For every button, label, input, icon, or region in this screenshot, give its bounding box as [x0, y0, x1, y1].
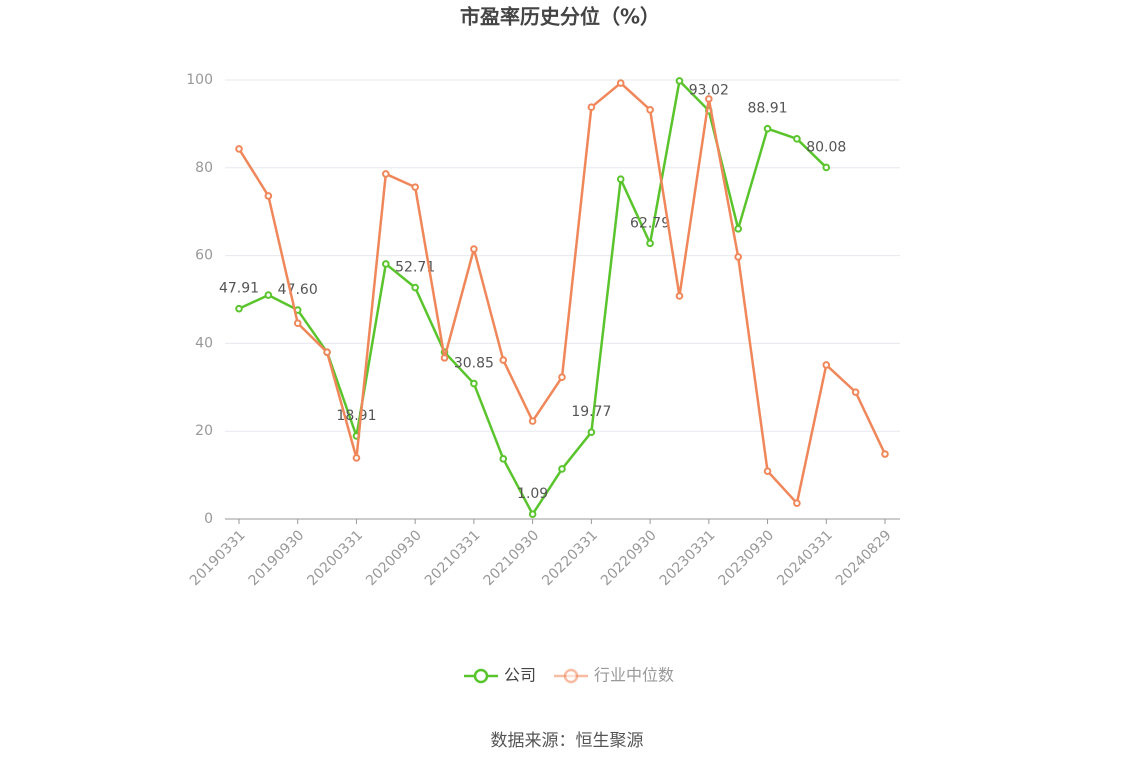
x-tick-label: 20230930 [715, 527, 777, 589]
point [705, 95, 713, 103]
point [499, 455, 508, 463]
point [587, 428, 596, 437]
x-tick-label: 20200331 [304, 527, 366, 589]
point [235, 145, 243, 153]
x-tick-label: 20230331 [657, 527, 719, 589]
point [793, 499, 801, 507]
chart-title: 市盈率历史分位（%） [460, 5, 660, 29]
point [382, 170, 390, 178]
point [616, 175, 625, 184]
point [352, 454, 361, 462]
point [822, 163, 831, 172]
x-tick-label: 20220930 [598, 527, 660, 589]
point [382, 260, 390, 268]
value-label: 52.71 [395, 260, 435, 276]
y-tick-label: 20 [195, 423, 213, 439]
legend-marker [473, 668, 489, 684]
point [646, 106, 654, 114]
y-tick-label: 40 [195, 335, 213, 351]
x-tick-label: 20220331 [539, 527, 601, 589]
point [587, 103, 596, 112]
point [763, 124, 772, 133]
point [264, 291, 273, 299]
legend-label: 公司 [504, 666, 536, 685]
y-tick-label: 0 [204, 511, 213, 527]
point [734, 253, 742, 261]
legend-marker [563, 668, 579, 684]
x-tick-label: 20210930 [481, 527, 543, 589]
value-label: 30.85 [454, 356, 494, 372]
point [470, 379, 478, 388]
series-line [237, 81, 887, 505]
value-label: 80.08 [806, 139, 846, 155]
point [763, 467, 772, 475]
x-tick-label: 20190930 [246, 527, 308, 589]
x-tick-label: 20240331 [774, 527, 836, 589]
value-label: 47.60 [278, 282, 318, 298]
point [793, 135, 801, 143]
value-label: 47.91 [219, 281, 259, 297]
point [323, 348, 331, 356]
point [822, 361, 831, 369]
point [616, 79, 625, 87]
value-label: 62.79 [630, 215, 670, 231]
y-tick-label: 80 [195, 160, 213, 176]
series-line [238, 79, 828, 516]
point [558, 465, 566, 473]
point [411, 183, 419, 191]
value-label: 19.77 [571, 404, 611, 420]
point [528, 510, 537, 519]
value-label: 88.91 [747, 101, 787, 117]
point [528, 417, 537, 425]
point [675, 292, 684, 300]
y-tick-label: 60 [195, 248, 213, 264]
point [558, 373, 566, 382]
value-label: 1.09 [517, 486, 548, 502]
legend-label: 行业中位数 [594, 666, 674, 685]
point [264, 192, 273, 200]
point [440, 354, 449, 362]
point [881, 450, 889, 458]
x-tick-label: 20210331 [422, 527, 484, 589]
point [470, 245, 478, 253]
point [235, 304, 243, 313]
point [675, 77, 684, 85]
x-tick-label: 20190331 [187, 527, 249, 589]
point [734, 225, 742, 233]
point [851, 388, 860, 396]
x-tick-label: 20240829 [833, 527, 895, 589]
point [293, 319, 302, 328]
point [646, 239, 654, 248]
x-tick-label: 20200930 [363, 527, 425, 589]
source: 数据来源：恒生聚源 [491, 731, 644, 751]
value-label: 93.02 [689, 83, 729, 99]
point [411, 283, 419, 292]
point [499, 356, 508, 364]
y-tick-label: 100 [186, 72, 213, 88]
